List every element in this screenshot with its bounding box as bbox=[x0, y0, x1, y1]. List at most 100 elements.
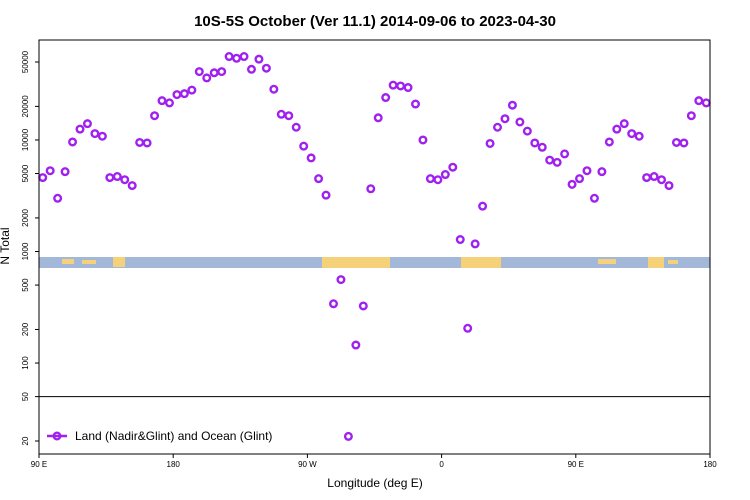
data-point bbox=[150, 111, 160, 121]
data-point bbox=[552, 157, 562, 167]
data-point bbox=[336, 275, 346, 285]
data-point bbox=[328, 299, 338, 309]
y-tick-label: 20000 bbox=[21, 95, 30, 118]
data-point bbox=[135, 137, 145, 147]
data-point bbox=[388, 80, 398, 90]
data-point bbox=[261, 63, 271, 73]
data-point bbox=[127, 181, 137, 191]
data-point bbox=[649, 172, 659, 182]
data-point bbox=[299, 141, 309, 151]
data-point bbox=[373, 113, 383, 123]
map-strip bbox=[39, 257, 710, 268]
data-point bbox=[217, 67, 227, 77]
data-point bbox=[575, 174, 585, 184]
data-point bbox=[507, 100, 517, 110]
land-mass bbox=[461, 257, 501, 268]
y-tick-label: 20 bbox=[21, 436, 30, 445]
data-point bbox=[418, 135, 428, 145]
data-point bbox=[671, 137, 681, 147]
data-point bbox=[38, 173, 48, 183]
y-tick-label: 100 bbox=[21, 356, 30, 370]
data-point bbox=[254, 54, 264, 64]
data-point bbox=[589, 193, 599, 203]
x-tick-label: 90 E bbox=[568, 460, 584, 469]
data-point bbox=[194, 67, 204, 77]
data-point bbox=[448, 162, 458, 172]
data-point bbox=[120, 175, 130, 185]
x-axis: 90 E 180 90 W 0 90 E 180 bbox=[31, 454, 717, 469]
data-point bbox=[701, 98, 711, 108]
data-point bbox=[440, 170, 450, 180]
plot-frame bbox=[38, 39, 711, 455]
data-point bbox=[321, 190, 331, 200]
legend-label: Land (Nadir&Glint) and Ocean (Glint) bbox=[75, 429, 272, 443]
data-point bbox=[537, 142, 547, 152]
data-point bbox=[75, 124, 85, 134]
x-tick-label: 90 E bbox=[31, 460, 47, 469]
y-tick-label: 50000 bbox=[21, 50, 30, 73]
y-tick-label: 50 bbox=[21, 392, 30, 401]
data-point bbox=[433, 175, 443, 185]
data-point bbox=[493, 122, 503, 132]
x-tick-label: 180 bbox=[167, 460, 181, 469]
land-mass bbox=[668, 260, 678, 264]
x-axis-label: Longitude (deg E) bbox=[327, 476, 422, 490]
y-tick-label: 1000 bbox=[21, 242, 30, 260]
data-point bbox=[425, 174, 435, 184]
data-point bbox=[314, 174, 324, 184]
y-tick-label: 5000 bbox=[21, 164, 30, 182]
data-point bbox=[105, 173, 115, 183]
data-point bbox=[306, 153, 316, 163]
data-point bbox=[686, 111, 696, 121]
x-tick-label: 0 bbox=[439, 460, 444, 469]
land-mass bbox=[113, 257, 125, 267]
data-point bbox=[90, 129, 100, 139]
data-point bbox=[522, 126, 532, 136]
data-point bbox=[351, 340, 361, 350]
land-mass bbox=[648, 257, 664, 268]
data-point bbox=[187, 85, 197, 95]
land-mass bbox=[598, 259, 616, 264]
y-tick-label: 10000 bbox=[21, 128, 30, 151]
data-point bbox=[530, 138, 540, 148]
data-point bbox=[202, 73, 212, 83]
data-point bbox=[560, 149, 570, 159]
data-point bbox=[343, 431, 353, 441]
data-point bbox=[381, 93, 391, 103]
data-point bbox=[358, 301, 368, 311]
data-point bbox=[679, 138, 689, 148]
data-point bbox=[291, 122, 301, 132]
data-points bbox=[38, 52, 711, 441]
y-tick-label: 500 bbox=[21, 278, 30, 292]
data-point bbox=[53, 193, 63, 203]
land-mass bbox=[62, 259, 74, 264]
data-point bbox=[142, 138, 152, 148]
x-tick-label: 180 bbox=[703, 460, 717, 469]
data-point bbox=[246, 64, 256, 74]
data-point bbox=[284, 111, 294, 121]
data-point bbox=[627, 129, 637, 139]
data-point bbox=[157, 96, 167, 106]
data-point bbox=[209, 68, 219, 78]
data-point bbox=[455, 235, 465, 245]
data-point bbox=[224, 52, 234, 62]
data-point bbox=[567, 179, 577, 189]
data-point bbox=[232, 53, 242, 63]
data-point bbox=[164, 98, 174, 108]
data-point bbox=[470, 239, 480, 249]
data-point bbox=[60, 167, 70, 177]
land-mass bbox=[322, 257, 390, 268]
data-point bbox=[112, 172, 122, 182]
data-point bbox=[642, 173, 652, 183]
data-point bbox=[619, 119, 629, 129]
land-mass bbox=[82, 260, 96, 264]
data-point bbox=[276, 109, 286, 119]
y-axis: 20 50 100 200 500 1000 2000 5000 10000 20000 50000 bbox=[21, 50, 39, 445]
data-point bbox=[604, 137, 614, 147]
data-point bbox=[172, 90, 182, 100]
data-point bbox=[478, 201, 488, 211]
legend-marker bbox=[52, 431, 62, 441]
data-point bbox=[515, 117, 525, 127]
data-point bbox=[269, 84, 279, 94]
